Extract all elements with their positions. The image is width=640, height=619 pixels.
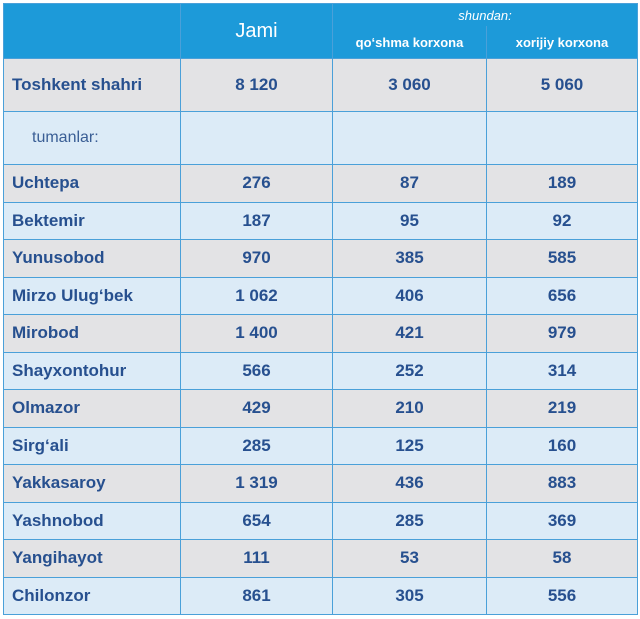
jami-value: 429 bbox=[180, 389, 333, 428]
table-row: Mirzo Ulug‘bek 1 062 406 656 bbox=[3, 276, 638, 315]
header-qoshma: qo‘shma korxona bbox=[332, 26, 487, 60]
jami-value: 970 bbox=[180, 239, 333, 278]
qoshma-value: 53 bbox=[332, 539, 487, 578]
region-name: Yangihayot bbox=[3, 539, 181, 578]
xorijiy-value: 369 bbox=[486, 501, 638, 540]
table-row: Yakkasaroy 1 319 436 883 bbox=[3, 464, 638, 503]
jami-value: 276 bbox=[180, 164, 333, 203]
xorijiy-value: 219 bbox=[486, 389, 638, 428]
jami-value: 8 120 bbox=[180, 58, 333, 112]
region-name: Olmazor bbox=[3, 389, 181, 428]
xorijiy-value: 556 bbox=[486, 576, 638, 615]
header-region-cell bbox=[3, 3, 181, 59]
xorijiy-value: 160 bbox=[486, 426, 638, 465]
region-name: Toshkent shahri bbox=[3, 58, 181, 112]
xorijiy-value: 883 bbox=[486, 464, 638, 503]
qoshma-value: 436 bbox=[332, 464, 487, 503]
table-row: Chilonzor 861 305 556 bbox=[3, 576, 638, 615]
xorijiy-value: 585 bbox=[486, 239, 638, 278]
table-row: Olmazor 429 210 219 bbox=[3, 389, 638, 428]
qoshma-value: 421 bbox=[332, 314, 487, 353]
xorijiy-value: 979 bbox=[486, 314, 638, 353]
jami-value: 1 319 bbox=[180, 464, 333, 503]
jami-value: 654 bbox=[180, 501, 333, 540]
table-row: Bektemir 187 95 92 bbox=[3, 201, 638, 240]
table-row: Uchtepa 276 87 189 bbox=[3, 164, 638, 203]
region-name: Uchtepa bbox=[3, 164, 181, 203]
header-shundan: shundan: bbox=[332, 3, 638, 27]
qoshma-value: 252 bbox=[332, 351, 487, 390]
table-row: Yashnobod 654 285 369 bbox=[3, 501, 638, 540]
xorijiy-value: 5 060 bbox=[486, 58, 638, 112]
header-xorijiy: xorijiy korxona bbox=[486, 26, 638, 60]
qoshma-value: 385 bbox=[332, 239, 487, 278]
qoshma-value: 285 bbox=[332, 501, 487, 540]
region-name: Mirobod bbox=[3, 314, 181, 353]
jami-value: 861 bbox=[180, 576, 333, 615]
region-name: Yakkasaroy bbox=[3, 464, 181, 503]
table-row: Shayxontohur 566 252 314 bbox=[3, 351, 638, 390]
region-name: Mirzo Ulug‘bek bbox=[3, 276, 181, 315]
region-name: Bektemir bbox=[3, 201, 181, 240]
jami-value: 1 062 bbox=[180, 276, 333, 315]
qoshma-value: 3 060 bbox=[332, 58, 487, 112]
qoshma-value: 305 bbox=[332, 576, 487, 615]
qoshma-value: 406 bbox=[332, 276, 487, 315]
xorijiy-value: 58 bbox=[486, 539, 638, 578]
qoshma-value: 210 bbox=[332, 389, 487, 428]
xorijiy-value: 314 bbox=[486, 351, 638, 390]
jami-value: 1 400 bbox=[180, 314, 333, 353]
jami-value: 187 bbox=[180, 201, 333, 240]
jami-value: 566 bbox=[180, 351, 333, 390]
table-row: Sirg‘ali 285 125 160 bbox=[3, 426, 638, 465]
enterprises-table: Jami shundan: qo‘shma korxona xorijiy ko… bbox=[3, 3, 638, 615]
region-name: Shayxontohur bbox=[3, 351, 181, 390]
jami-value: 111 bbox=[180, 539, 333, 578]
region-name: Yashnobod bbox=[3, 501, 181, 540]
xorijiy-value: 92 bbox=[486, 201, 638, 240]
region-name: Sirg‘ali bbox=[3, 426, 181, 465]
jami-value: 285 bbox=[180, 426, 333, 465]
qoshma-value: 87 bbox=[332, 164, 487, 203]
qoshma-value: 125 bbox=[332, 426, 487, 465]
region-name: Chilonzor bbox=[3, 576, 181, 615]
xorijiy-value: 189 bbox=[486, 164, 638, 203]
table-row: Yangihayot 111 53 58 bbox=[3, 539, 638, 578]
tumanlar-label: tumanlar: bbox=[3, 111, 181, 165]
xorijiy-value: 656 bbox=[486, 276, 638, 315]
region-name: Yunusobod bbox=[3, 239, 181, 278]
header-jami: Jami bbox=[180, 3, 333, 59]
qoshma-value: 95 bbox=[332, 201, 487, 240]
table-row: Mirobod 1 400 421 979 bbox=[3, 314, 638, 353]
table-row-total: Toshkent shahri 8 120 3 060 5 060 bbox=[3, 58, 638, 112]
table-row: Yunusobod 970 385 585 bbox=[3, 239, 638, 278]
table-row-tumanlar: tumanlar: bbox=[3, 111, 638, 165]
